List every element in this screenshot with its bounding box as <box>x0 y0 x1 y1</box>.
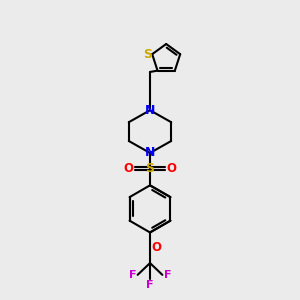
Text: N: N <box>145 104 155 117</box>
Text: F: F <box>129 270 136 280</box>
Text: O: O <box>152 241 161 254</box>
Text: S: S <box>144 48 153 61</box>
Text: O: O <box>124 162 134 175</box>
Text: N: N <box>145 146 155 159</box>
Text: S: S <box>146 162 154 175</box>
Text: O: O <box>166 162 176 175</box>
Text: F: F <box>146 280 154 290</box>
Text: F: F <box>164 270 171 280</box>
